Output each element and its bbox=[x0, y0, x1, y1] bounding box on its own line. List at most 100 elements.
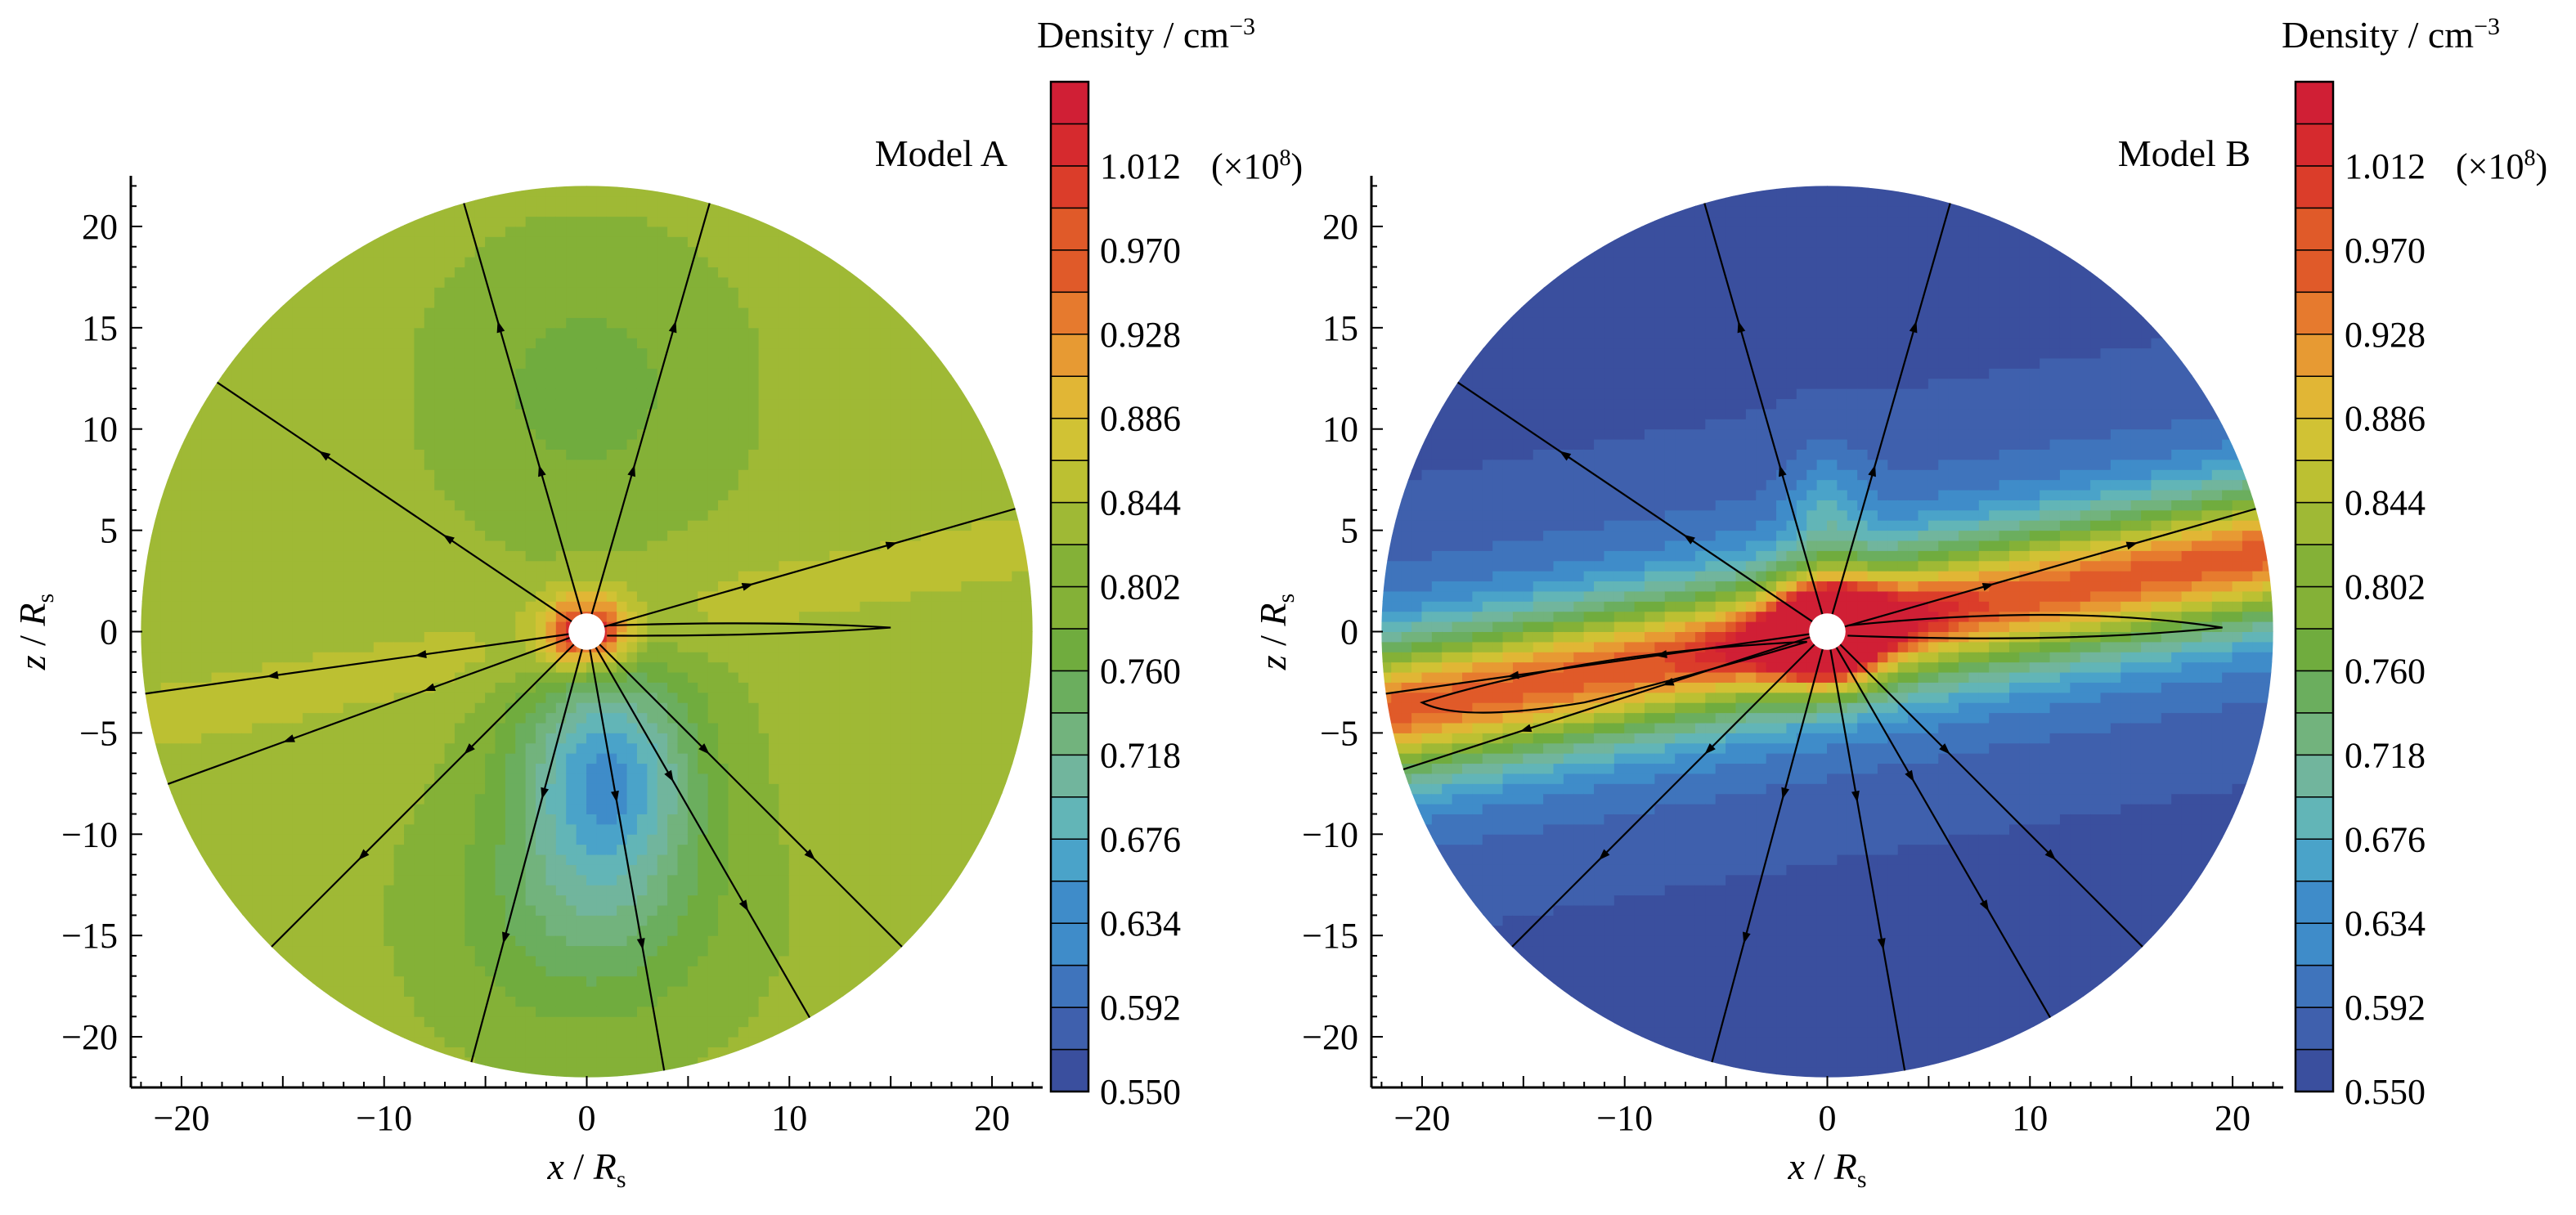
density-cell bbox=[495, 732, 506, 744]
density-cell bbox=[636, 833, 648, 845]
density-cell bbox=[171, 833, 182, 845]
density-cell bbox=[282, 549, 294, 562]
density-cell bbox=[384, 955, 395, 966]
density-cell bbox=[393, 904, 405, 916]
density-cell bbox=[769, 276, 780, 288]
density-cell bbox=[707, 267, 720, 278]
density-cell bbox=[292, 814, 304, 825]
density-cell bbox=[474, 600, 487, 612]
density-cell bbox=[222, 459, 233, 470]
density-cell bbox=[748, 641, 760, 652]
density-cell bbox=[384, 438, 395, 450]
density-cell bbox=[586, 985, 598, 997]
density-cell bbox=[333, 793, 344, 805]
density-cell bbox=[434, 600, 446, 612]
density-cell bbox=[687, 226, 699, 237]
density-cell bbox=[485, 955, 496, 966]
density-cell bbox=[758, 367, 770, 379]
density-cell bbox=[191, 449, 203, 460]
density-cell bbox=[363, 459, 375, 470]
density-cell bbox=[485, 459, 496, 470]
density-cell bbox=[748, 205, 760, 217]
density-cell bbox=[779, 742, 790, 754]
density-cell bbox=[657, 996, 669, 1007]
density-cell bbox=[333, 925, 344, 936]
density-cell bbox=[454, 388, 466, 400]
density-cell bbox=[404, 904, 415, 916]
density-cell bbox=[141, 641, 152, 652]
density-cell bbox=[353, 773, 365, 784]
density-cell bbox=[495, 408, 506, 419]
density-cell bbox=[728, 267, 739, 278]
density-cell bbox=[485, 581, 496, 592]
density-cell bbox=[454, 651, 466, 663]
density-cell bbox=[292, 388, 304, 400]
density-cell bbox=[779, 367, 790, 379]
density-cell bbox=[647, 357, 658, 369]
density-cell bbox=[434, 195, 446, 207]
density-cell bbox=[384, 611, 395, 622]
density-cell bbox=[464, 246, 476, 258]
density-cell bbox=[738, 814, 750, 825]
density-cell bbox=[464, 621, 476, 632]
density-cell bbox=[343, 246, 355, 258]
density-cell bbox=[312, 823, 324, 835]
density-cell bbox=[586, 752, 598, 764]
density-cell bbox=[252, 863, 263, 876]
density-cell bbox=[718, 600, 729, 612]
density-cell bbox=[758, 1006, 770, 1017]
density-cell bbox=[525, 519, 537, 531]
density-cell bbox=[322, 499, 334, 511]
density-cell bbox=[384, 914, 395, 926]
density-cell bbox=[384, 216, 395, 227]
density-cell bbox=[201, 590, 213, 602]
density-cell bbox=[424, 327, 436, 338]
density-cell bbox=[596, 863, 608, 876]
density-cell bbox=[495, 1006, 506, 1017]
density-cell bbox=[211, 894, 222, 906]
density-cell bbox=[779, 803, 790, 814]
density-cell bbox=[555, 418, 568, 430]
density-cell bbox=[718, 803, 729, 814]
density-cell bbox=[495, 469, 506, 481]
density-cell bbox=[525, 611, 537, 622]
density-cell bbox=[606, 965, 618, 977]
density-cell bbox=[495, 975, 506, 987]
density-cell bbox=[303, 337, 314, 349]
density-cell bbox=[384, 540, 395, 551]
density-cell bbox=[617, 1026, 628, 1038]
density-cell bbox=[444, 347, 456, 359]
density-cell bbox=[282, 337, 294, 349]
density-cell bbox=[738, 449, 750, 460]
density-cell bbox=[555, 398, 568, 410]
density-cell bbox=[312, 732, 324, 744]
density-cell bbox=[241, 914, 254, 926]
density-cell bbox=[769, 600, 780, 612]
density-cell bbox=[171, 722, 182, 733]
density-cell bbox=[728, 357, 739, 369]
density-cell bbox=[464, 469, 476, 481]
density-cell bbox=[191, 530, 203, 541]
density-cell bbox=[312, 438, 324, 450]
density-cell bbox=[606, 631, 618, 643]
density-cell bbox=[779, 398, 790, 410]
density-cell bbox=[252, 307, 263, 318]
density-cell bbox=[262, 681, 273, 693]
density-cell bbox=[292, 803, 304, 814]
density-cell bbox=[525, 388, 537, 400]
density-cell bbox=[617, 530, 628, 541]
density-cell bbox=[779, 337, 790, 349]
density-cell bbox=[728, 752, 739, 764]
density-cell bbox=[586, 398, 598, 410]
density-cell bbox=[303, 702, 314, 714]
density-cell bbox=[262, 297, 273, 308]
density-cell bbox=[758, 600, 770, 612]
density-cell bbox=[707, 459, 720, 470]
density-cell bbox=[505, 661, 517, 673]
density-cell bbox=[596, 782, 608, 795]
density-cell bbox=[434, 205, 446, 217]
density-cell bbox=[252, 782, 263, 795]
density-cell bbox=[525, 469, 537, 481]
density-cell bbox=[373, 874, 385, 885]
density-cell bbox=[617, 590, 628, 602]
